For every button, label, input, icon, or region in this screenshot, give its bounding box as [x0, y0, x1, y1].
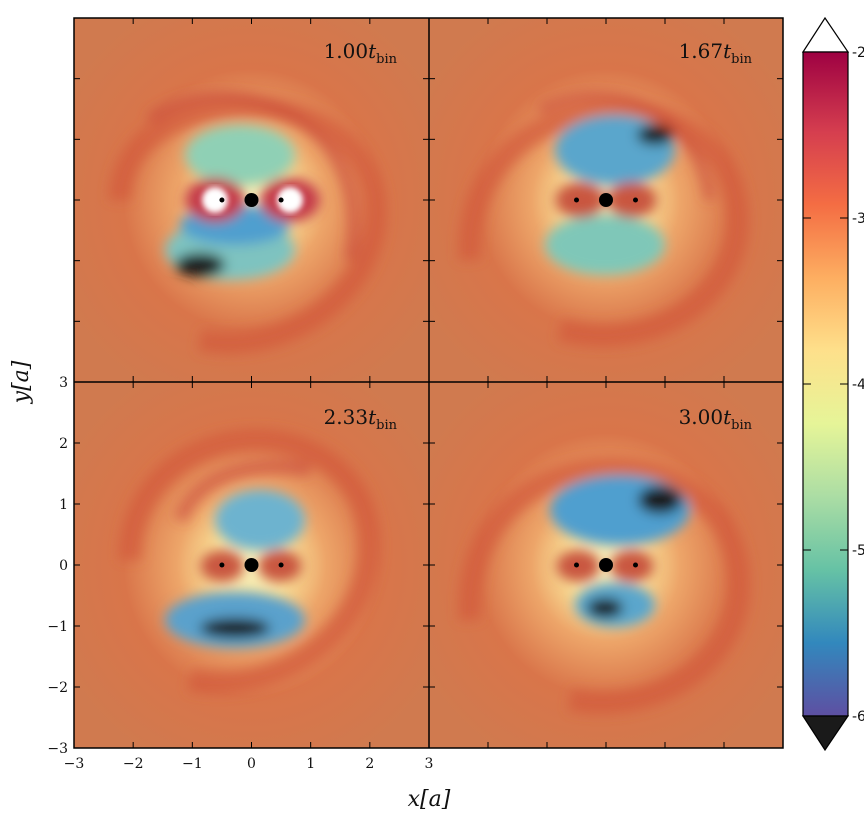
y-tick-label: −2 — [47, 680, 68, 696]
panel-3-label: 2.33tbin — [324, 405, 398, 433]
y-tick-label: 2 — [59, 436, 68, 452]
y-axis-title: y[a] — [9, 360, 34, 404]
star-marker — [278, 562, 284, 568]
axis-ticks: −3 −2 −1 0 1 2 3 3 2 1 0 −1 −2 −3 — [47, 17, 784, 772]
colorbar-tick-label: -6 — [852, 709, 864, 725]
panel-2 — [429, 18, 783, 382]
y-tick-label: 3 — [59, 375, 68, 391]
binary-center-marker — [599, 193, 613, 207]
star-marker — [633, 562, 638, 568]
binary-markers — [219, 193, 638, 572]
binary-center-marker — [244, 558, 259, 572]
x-tick-label: −1 — [182, 756, 203, 772]
star-marker — [574, 197, 579, 203]
panel-4-label: 3.00tbin — [679, 405, 753, 433]
x-tick-label: 2 — [365, 756, 374, 772]
star-marker — [219, 197, 225, 203]
x-tick-label: −2 — [123, 756, 144, 772]
x-tick-label: 3 — [425, 756, 434, 772]
x-tick-label: −3 — [64, 756, 85, 772]
colorbar-extend-max — [801, 16, 850, 53]
colorbar-ticks: -2 -3 -4 -5 -6 — [803, 45, 864, 725]
star-marker — [633, 197, 638, 203]
panel-1 — [74, 18, 429, 382]
y-tick-label: −3 — [47, 741, 68, 757]
colorbar-tick-label: -5 — [852, 543, 864, 559]
x-axis-title: x[a] — [408, 787, 451, 812]
star-marker — [278, 197, 284, 203]
star-marker — [574, 562, 579, 568]
y-tick-label: 0 — [59, 558, 68, 574]
y-tick-label: 1 — [59, 497, 68, 513]
colorbar: -2 -3 -4 -5 -6 — [801, 16, 864, 752]
colorbar-tick-label: -4 — [852, 377, 864, 393]
colorbar-tick-label: -2 — [852, 45, 864, 61]
binary-center-marker — [244, 193, 259, 207]
star-marker — [219, 562, 225, 568]
colorbar-extend-min — [801, 715, 850, 752]
x-tick-label: 0 — [247, 756, 256, 772]
panel-1-label: 1.00tbin — [324, 39, 398, 67]
binary-center-marker — [599, 558, 613, 572]
colorbar-tick-label: -3 — [852, 211, 864, 227]
y-tick-label: −1 — [47, 619, 68, 635]
x-tick-label: 1 — [306, 756, 315, 772]
panel-2-label: 1.67tbin — [679, 39, 753, 67]
